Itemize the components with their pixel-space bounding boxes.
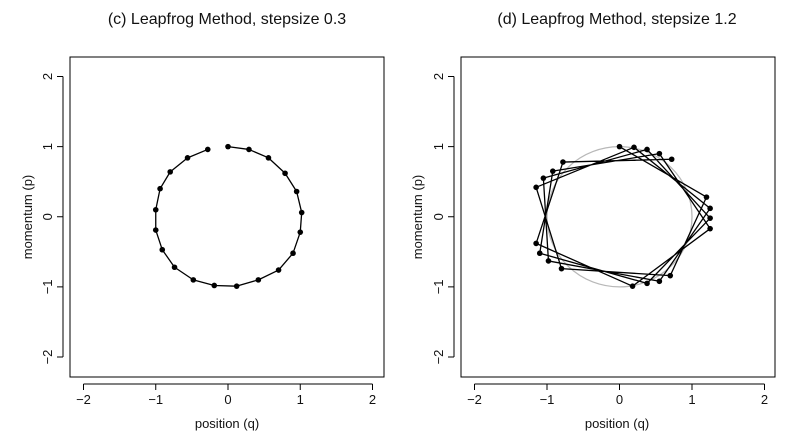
- x-tick-label: 2: [761, 392, 768, 407]
- x-tick-label: 0: [224, 392, 231, 407]
- data-point: [255, 277, 262, 283]
- data-point: [190, 277, 197, 283]
- data-point: [290, 250, 296, 257]
- ticks: −2 −1 0 1 2 −2 −1 0 1 2: [40, 73, 376, 407]
- data-point: [157, 185, 163, 192]
- y-tick-label: 2: [431, 73, 446, 80]
- x-tick-label: 1: [297, 392, 304, 407]
- data-point: [703, 194, 710, 200]
- y-tick-label: −1: [431, 279, 446, 294]
- data-point: [225, 143, 231, 150]
- x-axis-label: position (q): [195, 416, 259, 431]
- trajectory-line: [535, 146, 711, 287]
- trajectory-line: [155, 145, 303, 287]
- data-point: [667, 272, 674, 279]
- chart-title: (d) Leapfrog Method, stepsize 1.2: [497, 11, 736, 28]
- x-axis-label: position (q): [585, 416, 649, 431]
- data-point: [204, 146, 211, 153]
- x-tick-label: −1: [148, 392, 163, 407]
- data-point: [171, 264, 178, 271]
- data-point: [644, 146, 650, 153]
- data-point: [233, 283, 240, 289]
- series-marks: [533, 143, 713, 289]
- data-point: [707, 215, 713, 221]
- data-point: [656, 278, 663, 285]
- data-point: [184, 155, 191, 161]
- y-axis-label: momentum (p): [410, 175, 425, 260]
- data-point: [159, 246, 166, 253]
- data-point: [152, 227, 159, 233]
- data-point: [631, 144, 637, 151]
- y-tick-label: 0: [431, 213, 446, 220]
- y-tick-label: −1: [40, 279, 55, 294]
- x-tick-label: −1: [540, 392, 555, 407]
- data-point: [265, 155, 272, 161]
- data-point: [297, 229, 304, 235]
- data-point: [275, 267, 282, 273]
- data-point: [668, 156, 675, 163]
- x-tick-label: 2: [369, 392, 376, 407]
- chart-panel-c: (c) Leapfrog Method, stepsize 0.3 positi…: [20, 11, 385, 431]
- data-point: [298, 209, 305, 216]
- plot-frame: [69, 56, 385, 378]
- x-tick-label: −2: [76, 392, 91, 407]
- y-tick-label: 1: [40, 143, 55, 150]
- y-tick-label: 1: [431, 143, 446, 150]
- data-point: [558, 265, 565, 272]
- data-point: [167, 169, 173, 175]
- y-tick-label: −2: [431, 350, 446, 365]
- ticks: −2 −1 0 1 2 −2 −1 0 1 2: [431, 73, 768, 407]
- data-point: [550, 168, 556, 174]
- y-tick-label: 2: [40, 73, 55, 80]
- data-point: [246, 146, 252, 153]
- x-tick-label: −2: [467, 392, 482, 407]
- chart-title: (c) Leapfrog Method, stepsize 0.3: [108, 11, 346, 28]
- data-point: [293, 188, 300, 195]
- data-point: [536, 250, 543, 257]
- x-tick-label: 0: [616, 392, 623, 407]
- data-point: [560, 159, 566, 165]
- data-point: [540, 175, 547, 181]
- data-point: [707, 205, 713, 212]
- chart-panel-d: (d) Leapfrog Method, stepsize 1.2 positi…: [410, 11, 776, 431]
- plot-frame: [460, 56, 776, 378]
- data-point: [211, 282, 218, 289]
- data-point: [533, 184, 539, 191]
- data-point: [629, 283, 636, 289]
- data-point: [656, 150, 663, 157]
- data-point: [545, 258, 552, 264]
- y-tick-label: −2: [40, 350, 55, 365]
- data-point: [616, 143, 623, 150]
- y-tick-label: 0: [40, 213, 55, 220]
- series-marks: [152, 143, 305, 289]
- x-tick-label: 1: [688, 392, 695, 407]
- y-axis-label: momentum (p): [20, 175, 35, 260]
- data-point: [644, 280, 650, 287]
- data-point: [282, 170, 288, 177]
- data-point: [707, 225, 713, 232]
- data-point: [533, 240, 539, 247]
- data-point: [152, 206, 159, 213]
